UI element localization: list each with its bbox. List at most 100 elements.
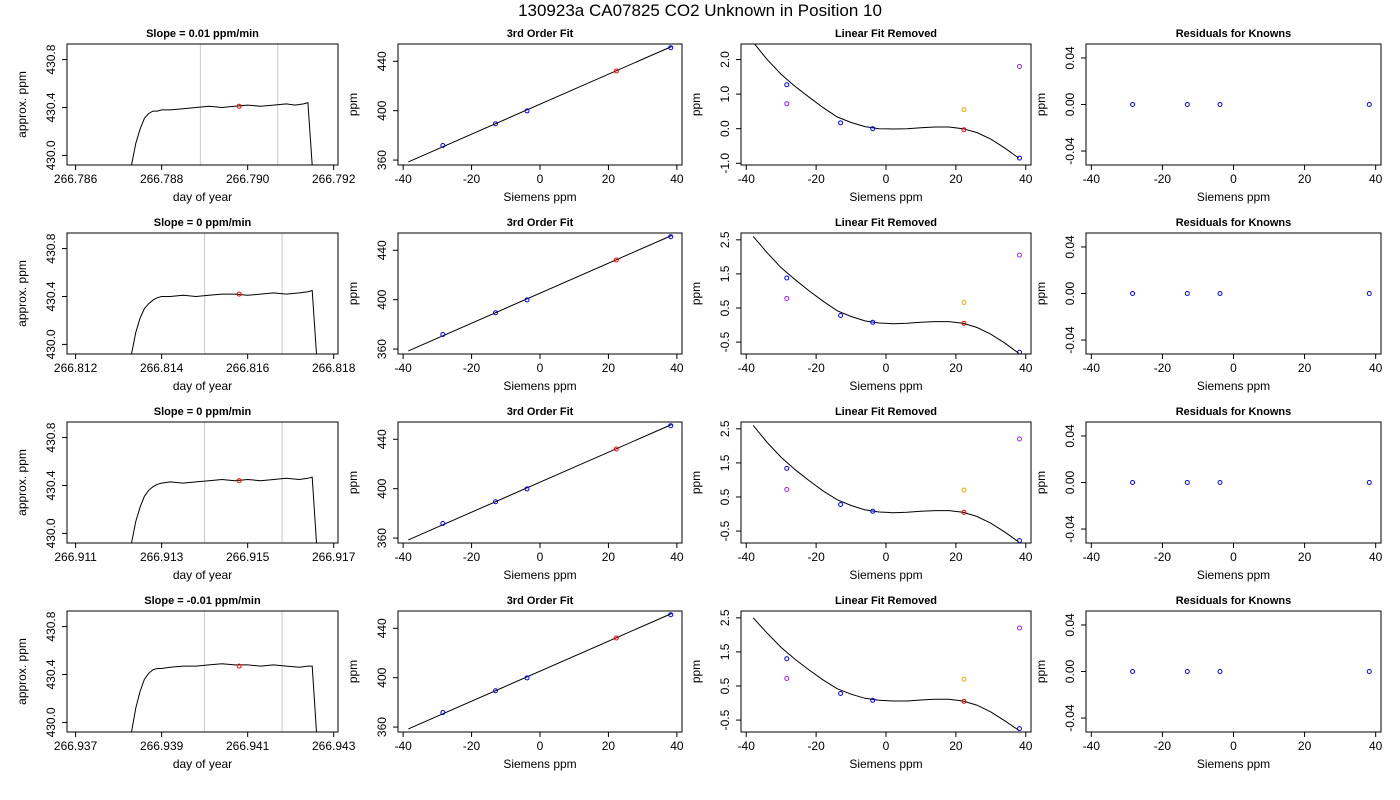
y-tick-label: 0.04 (1063, 424, 1077, 448)
x-axis-label: Siemens ppm (503, 379, 576, 393)
y-tick-label: 430.4 (44, 470, 58, 500)
panel-title: Linear Fit Removed (835, 406, 937, 418)
x-tick-label: -20 (1154, 739, 1172, 753)
plot-area (1130, 480, 1372, 485)
x-tick-label: 266.818 (312, 361, 356, 375)
fit-curve (752, 425, 1020, 543)
residual-point (784, 295, 790, 301)
panel-2-3: Linear Fit Removed Siemens ppm ppm -40 -20 0 2… (689, 217, 1033, 393)
residual-point (961, 300, 967, 306)
y-tick-label: -0.5 (718, 709, 732, 730)
y-tick-label: 430.8 (44, 611, 58, 641)
x-tick-label: 20 (602, 550, 616, 564)
plot-frame (740, 421, 1032, 544)
y-axis-label: ppm (346, 93, 360, 116)
known-point (1217, 480, 1223, 485)
known-point (668, 423, 674, 429)
panel-3-2: 3rd Order Fit Siemens ppm ppm -40 -20 0 20 40 36… (346, 406, 684, 582)
mean-marker-point (236, 291, 242, 297)
known-point (1217, 669, 1223, 674)
known-point (1130, 480, 1136, 485)
x-tick-label: 20 (949, 550, 963, 564)
panel-title: Linear Fit Removed (835, 217, 937, 229)
x-tick-label: -20 (463, 739, 481, 753)
x-tick-label: 0 (883, 361, 890, 375)
x-tick-label: 20 (949, 361, 963, 375)
x-tick-label: 266.911 (54, 550, 97, 564)
x-tick-label: -40 (1083, 361, 1101, 375)
x-tick-label: -40 (738, 361, 756, 375)
known-point (1184, 480, 1190, 485)
panel-title: 3rd Order Fit (507, 406, 574, 418)
x-tick-label: 40 (1019, 739, 1033, 753)
residual-point (784, 675, 790, 681)
y-tick-label: 360 (375, 528, 389, 548)
known-point (524, 675, 530, 681)
x-tick-label: 40 (1019, 361, 1033, 375)
y-axis-label: ppm (1034, 93, 1048, 116)
x-tick-label: 266.816 (226, 361, 270, 375)
residual-point (961, 487, 967, 493)
x-tick-label: 40 (670, 361, 684, 375)
y-tick-label: 0.5 (718, 299, 732, 316)
x-axis-label: Siemens ppm (849, 757, 922, 771)
series-line (131, 102, 313, 165)
x-tick-label: 40 (1019, 172, 1033, 186)
y-tick-label: -0.5 (718, 331, 732, 352)
x-tick-label: -20 (1154, 361, 1172, 375)
known-point (493, 310, 499, 316)
x-tick-label: 0 (1230, 550, 1237, 564)
panel-1-3: Linear Fit Removed Siemens ppm ppm -40 -20 0 2… (689, 28, 1033, 204)
y-tick-label: 400 (375, 478, 389, 498)
y-tick-label: -0.04 (1063, 515, 1077, 543)
x-axis-label: day of year (173, 190, 232, 204)
x-tick-label: 266.790 (226, 172, 270, 186)
x-tick-label: 0 (537, 550, 544, 564)
x-tick-label: 0 (1230, 361, 1237, 375)
unknown-point (961, 127, 967, 133)
y-tick-label: 430.8 (44, 233, 58, 263)
plot-area (131, 611, 317, 732)
x-tick-label: -40 (1083, 172, 1101, 186)
y-tick-label: 0.00 (1063, 470, 1077, 494)
known-point (838, 120, 844, 126)
known-point (668, 612, 674, 618)
residual-point (1016, 63, 1022, 69)
known-point (440, 709, 446, 715)
y-tick-label: 1.0 (718, 85, 732, 102)
plot-area (1130, 102, 1372, 107)
y-tick-label: 430.0 (44, 329, 58, 359)
mean-marker-point (236, 478, 242, 484)
known-point (1184, 102, 1190, 107)
x-tick-label: 20 (602, 739, 616, 753)
x-axis-label: day of year (173, 757, 232, 771)
known-point (493, 499, 499, 505)
y-axis-label: ppm (1034, 282, 1048, 305)
panel-2-2: 3rd Order Fit Siemens ppm ppm -40 -20 0 20 40 36… (346, 217, 684, 393)
x-tick-label: 0 (1230, 739, 1237, 753)
x-tick-label: -40 (1083, 739, 1101, 753)
x-tick-label: -20 (807, 172, 825, 186)
known-point (784, 465, 790, 471)
known-point (838, 312, 844, 318)
y-tick-label: 430.4 (44, 92, 58, 122)
y-axis-label: ppm (346, 282, 360, 305)
x-tick-label: 266.792 (312, 172, 356, 186)
y-tick-label: 0.00 (1063, 659, 1077, 683)
x-tick-label: 266.943 (312, 739, 356, 753)
x-tick-label: -40 (738, 172, 756, 186)
plot-area (1130, 669, 1372, 674)
y-tick-label: 0.04 (1063, 46, 1077, 70)
fit-curve (408, 424, 672, 541)
plot-frame (66, 610, 339, 733)
panel-title: Slope = 0.01 ppm/min (146, 28, 259, 40)
known-point (1130, 102, 1136, 107)
known-point (784, 82, 790, 88)
x-tick-label: -20 (1154, 172, 1172, 186)
x-tick-label: -20 (463, 172, 481, 186)
fit-curve (408, 46, 672, 163)
plot-area (1130, 291, 1372, 296)
panel-4-4: Residuals for Knowns Siemens ppm ppm -40 -20… (1034, 595, 1383, 771)
y-tick-label: 0.5 (718, 488, 732, 505)
y-tick-label: 0.00 (1063, 281, 1077, 305)
